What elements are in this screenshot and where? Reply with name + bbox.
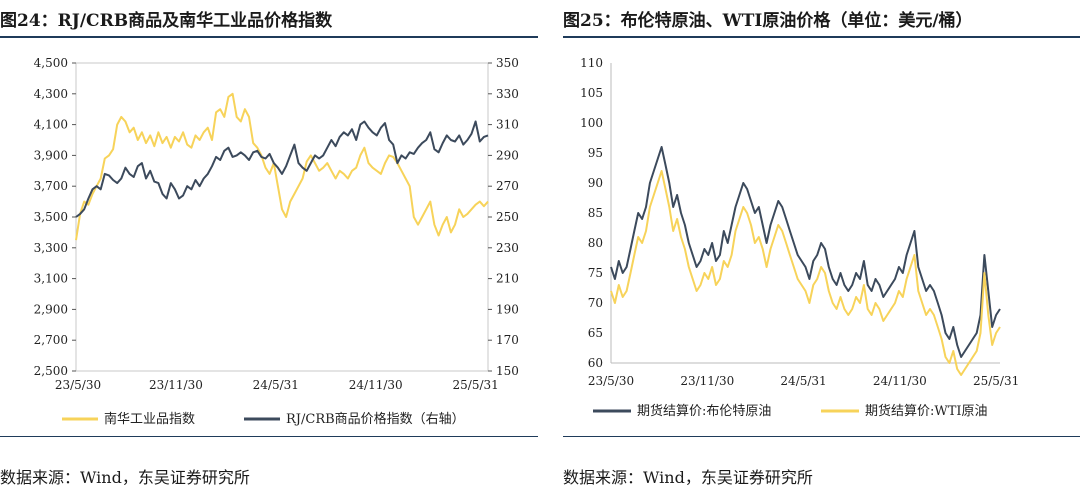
left-y-tick-label: 2,900 xyxy=(34,302,68,316)
right-y-tick-label: 230 xyxy=(496,241,519,255)
left-y-tick-label: 4,500 xyxy=(34,56,68,70)
rj-crb-index-line xyxy=(75,120,489,218)
right-y-tick-label: 150 xyxy=(496,364,519,378)
x-tick-label: 23/11/30 xyxy=(149,378,203,392)
legend-label-rjcrb: RJ/CRB商品价格指数（右轴） xyxy=(286,411,465,427)
wti-oil-line xyxy=(610,170,1001,376)
right-y-tick-label: 350 xyxy=(496,56,519,70)
x-tick-label: 24/5/31 xyxy=(253,378,299,392)
y-tick-label: 95 xyxy=(588,146,603,160)
legend-label-brent: 期货结算价:布伦特原油 xyxy=(637,403,771,419)
x-tick-label: 23/5/30 xyxy=(55,378,101,392)
right-y-tick-label: 290 xyxy=(496,148,519,162)
x-tick-label: 24/5/31 xyxy=(780,374,826,388)
left-y-tick-label: 2,500 xyxy=(34,364,68,378)
left-data-source: 数据来源：Wind，东吴证券研究所 xyxy=(0,468,250,487)
y-tick-label: 85 xyxy=(588,206,603,220)
x-tick-label: 23/11/30 xyxy=(680,374,734,388)
left-y-tick-label: 2,700 xyxy=(34,333,68,347)
brent-oil-line xyxy=(610,146,1001,358)
right-y-tick-label: 210 xyxy=(496,272,519,286)
x-tick-label: 24/11/30 xyxy=(349,378,403,392)
left-y-tick-label: 3,900 xyxy=(34,148,68,162)
left-frame-bottom xyxy=(0,436,538,437)
y-tick-label: 90 xyxy=(588,176,603,190)
right-y-tick-label: 250 xyxy=(496,210,519,224)
left-y-tick-label: 3,500 xyxy=(34,210,68,224)
left-chart-panel: 图24：RJ/CRB商品及南华工业品价格指数 2,500 2,700 2,900 3,… xyxy=(0,0,538,499)
right-chart-title: 图25：布伦特原油、WTI原油价格（单位：美元/桶） xyxy=(563,11,973,31)
x-tick-label: 23/5/30 xyxy=(588,374,634,388)
right-data-source: 数据来源：Wind，东吴证券研究所 xyxy=(563,468,813,487)
right-y-tick-label: 270 xyxy=(496,179,519,193)
right-line-chart: 60 65 70 75 80 85 90 95 100 105 110 23/5/30 23/11/30… xyxy=(580,56,1019,419)
y-tick-label: 105 xyxy=(580,86,603,100)
y-tick-label: 65 xyxy=(588,326,603,340)
x-tick-label: 24/11/30 xyxy=(873,374,927,388)
right-y-tick-label: 330 xyxy=(496,87,519,101)
right-y-tick-label: 190 xyxy=(496,302,519,316)
right-frame-bottom xyxy=(563,436,1080,437)
left-y-tick-label: 4,300 xyxy=(34,87,68,101)
y-tick-label: 110 xyxy=(580,56,603,70)
right-y-tick-label: 310 xyxy=(496,118,519,132)
y-tick-label: 75 xyxy=(588,266,603,280)
left-line-chart: 2,500 2,700 2,900 3,100 3,300 3,500 3,700 3,900… xyxy=(34,56,519,427)
left-y-tick-label: 3,300 xyxy=(34,241,68,255)
y-tick-label: 60 xyxy=(588,356,603,370)
left-y-tick-label: 4,100 xyxy=(34,118,68,132)
left-chart-title: 图24：RJ/CRB商品及南华工业品价格指数 xyxy=(0,11,333,31)
right-chart-panel: 图25：布伦特原油、WTI原油价格（单位：美元/桶） 60 65 70 75 80 85 9… xyxy=(563,0,1080,499)
left-y-tick-label: 3,700 xyxy=(34,179,68,193)
right-title-rule xyxy=(563,36,1080,38)
y-tick-label: 80 xyxy=(588,236,603,250)
left-y-tick-label: 3,100 xyxy=(34,272,68,286)
y-tick-label: 100 xyxy=(580,116,603,130)
x-tick-label: 25/5/31 xyxy=(453,378,499,392)
y-tick-label: 70 xyxy=(588,296,603,310)
right-y-tick-label: 170 xyxy=(496,333,519,347)
nanhua-industrial-index-line xyxy=(75,92,489,241)
left-plot-area xyxy=(75,62,489,372)
left-title-rule xyxy=(0,36,538,38)
legend-label-nanhua: 南华工业品指数 xyxy=(104,411,195,427)
x-tick-label: 25/5/31 xyxy=(973,374,1019,388)
legend-label-wti: 期货结算价:WTI原油 xyxy=(865,403,988,419)
